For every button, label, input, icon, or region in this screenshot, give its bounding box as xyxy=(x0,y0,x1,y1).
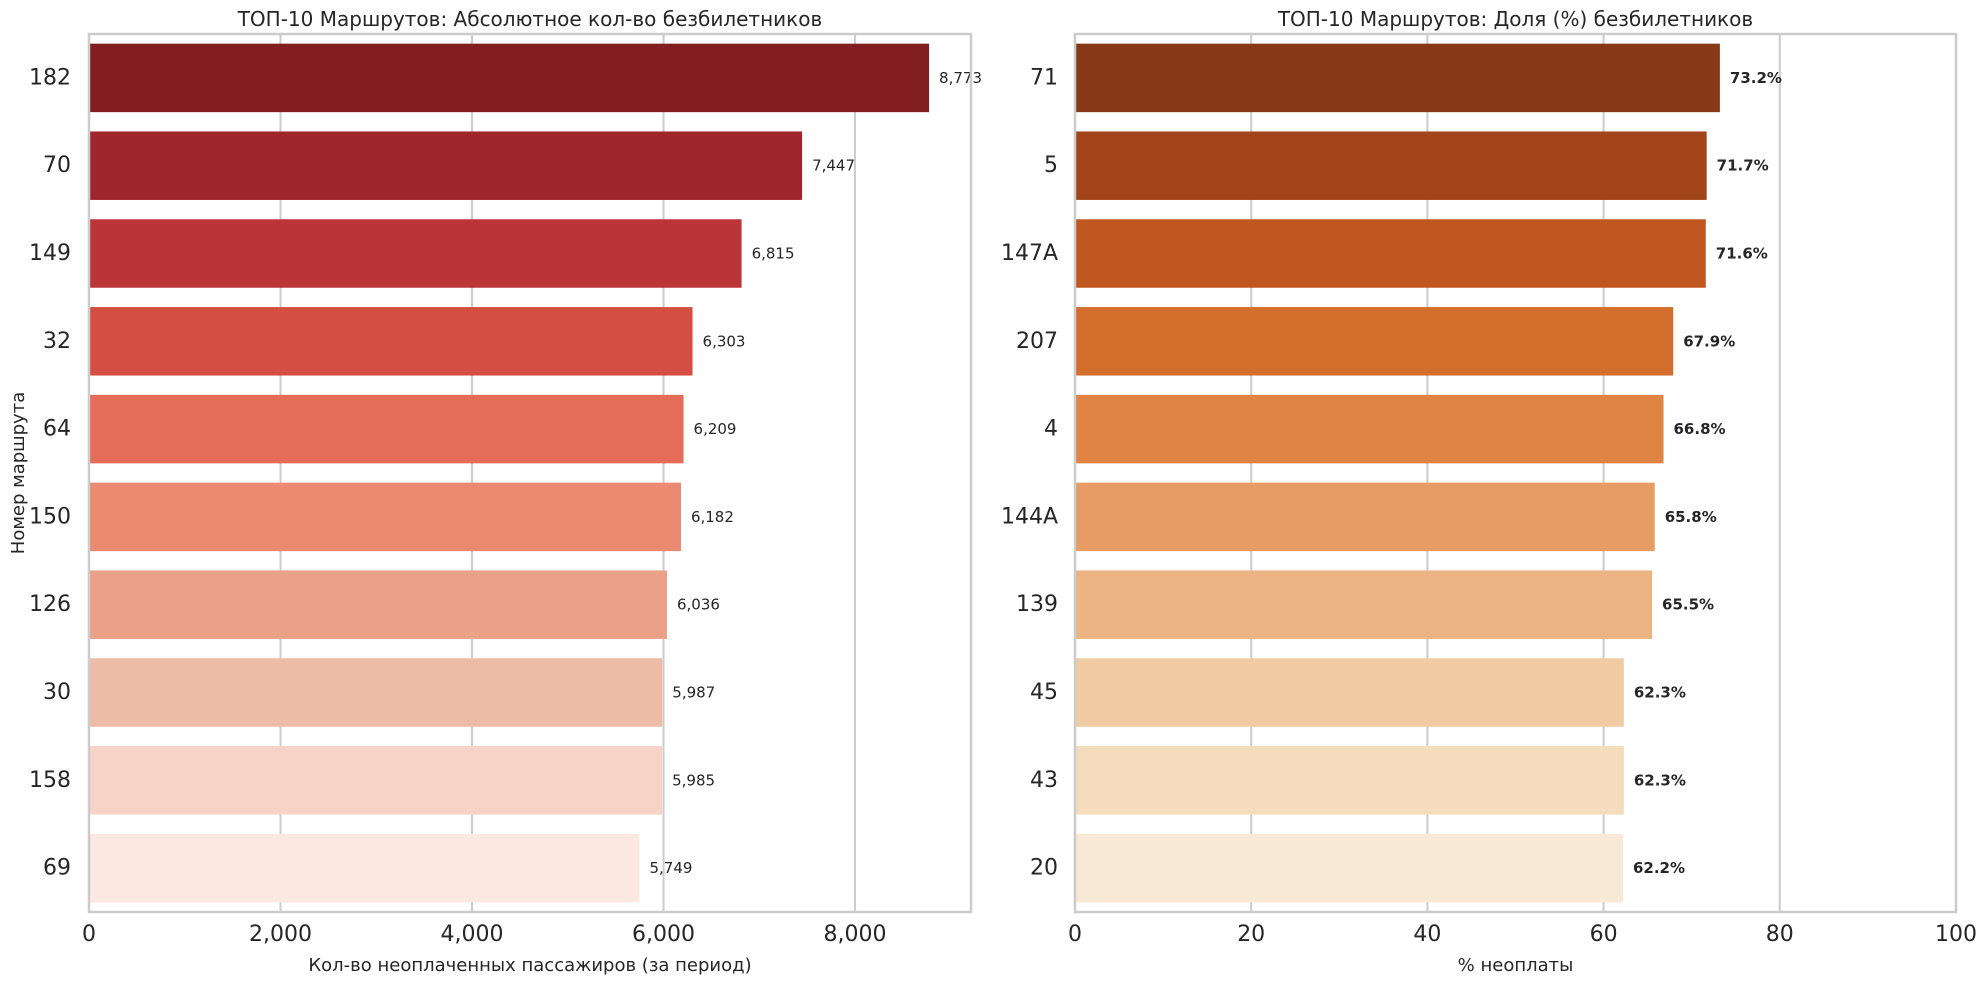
y-tick-label: 30 xyxy=(43,680,71,705)
y-axis-label: Номер маршрута xyxy=(8,392,29,554)
y-tick-label: 71 xyxy=(1030,65,1058,90)
y-tick-label: 147A xyxy=(1001,241,1058,266)
bar xyxy=(89,131,803,200)
bar xyxy=(89,43,930,113)
x-tick-label: 4,000 xyxy=(441,922,504,947)
bar xyxy=(1075,43,1720,113)
bar-value-label: 71.7% xyxy=(1717,157,1769,175)
x-tick-label: 20 xyxy=(1237,922,1265,947)
y-tick-label: 5 xyxy=(1044,153,1058,178)
x-tick-label: 0 xyxy=(82,922,96,947)
y-tick-label: 182 xyxy=(29,65,71,90)
bar xyxy=(89,746,663,815)
y-tick-label: 150 xyxy=(29,504,71,529)
bar-value-label: 65.8% xyxy=(1665,508,1717,526)
bar-value-label: 6,209 xyxy=(694,420,737,438)
bar xyxy=(89,219,742,288)
y-tick-label: 139 xyxy=(1016,592,1058,617)
bar-value-label: 62.3% xyxy=(1634,771,1686,789)
bar xyxy=(1075,746,1624,815)
x-tick-label: 60 xyxy=(1590,922,1618,947)
y-tick-label: 149 xyxy=(29,241,71,266)
x-tick-label: 2,000 xyxy=(249,922,312,947)
y-tick-label: 64 xyxy=(43,417,71,442)
bar xyxy=(1075,833,1623,903)
bar xyxy=(89,570,667,639)
bar xyxy=(89,833,640,903)
right-chart-panel: 71 73.2% 5 71.7% 147A 71.6% 207 67.9% 4 66.8% 144A… xyxy=(1001,7,1977,976)
axes-frame xyxy=(87,32,973,914)
bar xyxy=(89,482,681,552)
chart-title: ТОП-10 Маршрутов: Доля (%) безбилетников xyxy=(1277,7,1753,31)
bar xyxy=(89,658,663,727)
bar-value-label: 73.2% xyxy=(1730,69,1782,87)
bar-value-label: 6,182 xyxy=(691,508,734,526)
bar-value-label: 5,985 xyxy=(672,771,715,789)
bar xyxy=(1075,394,1664,464)
bar-value-label: 7,447 xyxy=(812,157,855,175)
x-axis-label: % неоплаты xyxy=(1458,955,1574,976)
y-tick-label: 144A xyxy=(1001,504,1058,529)
bar-value-label: 6,036 xyxy=(677,596,720,614)
y-tick-label: 32 xyxy=(43,329,71,354)
y-tick-label: 158 xyxy=(29,768,71,793)
bar-value-label: 65.5% xyxy=(1662,596,1714,614)
bar-value-label: 6,815 xyxy=(752,245,795,263)
bar-value-label: 62.3% xyxy=(1634,684,1686,702)
y-tick-label: 45 xyxy=(1030,680,1058,705)
bar-value-label: 66.8% xyxy=(1674,420,1726,438)
bar xyxy=(1075,658,1624,727)
x-tick-label: 100 xyxy=(1935,922,1977,947)
bar xyxy=(89,394,684,464)
bar xyxy=(1075,482,1655,552)
chart-title: ТОП-10 Маршрутов: Абсолютное кол-во безб… xyxy=(237,7,823,31)
y-tick-label: 43 xyxy=(1030,768,1058,793)
y-tick-label: 126 xyxy=(29,592,71,617)
y-tick-label: 207 xyxy=(1016,329,1058,354)
bar-value-label: 5,987 xyxy=(672,684,715,702)
x-tick-label: 80 xyxy=(1766,922,1794,947)
bar xyxy=(1075,570,1653,639)
y-tick-label: 4 xyxy=(1044,417,1058,442)
bar-value-label: 67.9% xyxy=(1683,332,1735,350)
bar-value-label: 8,773 xyxy=(939,69,982,87)
bar-value-label: 62.2% xyxy=(1633,859,1685,877)
y-tick-label: 20 xyxy=(1030,856,1058,881)
bar xyxy=(1075,219,1706,288)
bar xyxy=(89,307,693,376)
x-axis-label: Кол-во неоплаченных пассажиров (за перио… xyxy=(308,955,751,976)
left-chart-panel: 182 8,773 70 7,447 149 6,815 32 6,303 64 6,209 150… xyxy=(8,7,982,976)
bar-value-label: 71.6% xyxy=(1716,245,1768,263)
bar-value-label: 5,749 xyxy=(649,859,692,877)
x-tick-label: 6,000 xyxy=(632,922,695,947)
bar xyxy=(1075,131,1707,200)
x-tick-label: 0 xyxy=(1068,922,1082,947)
axes-frame xyxy=(1073,32,1958,914)
x-tick-label: 40 xyxy=(1413,922,1441,947)
bar xyxy=(1075,307,1674,376)
y-tick-label: 70 xyxy=(43,153,71,178)
x-tick-label: 8,000 xyxy=(824,922,887,947)
y-tick-label: 69 xyxy=(43,856,71,881)
bar-value-label: 6,303 xyxy=(703,332,746,350)
